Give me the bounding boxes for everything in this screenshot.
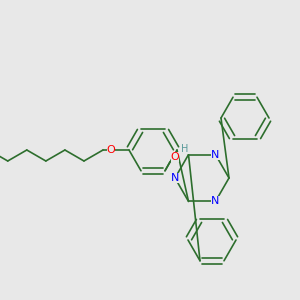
Text: N: N [211,150,220,160]
Text: O: O [171,152,179,162]
Text: H: H [181,144,189,154]
Text: N: N [171,173,179,183]
Text: N: N [211,196,220,206]
Text: O: O [106,145,116,155]
